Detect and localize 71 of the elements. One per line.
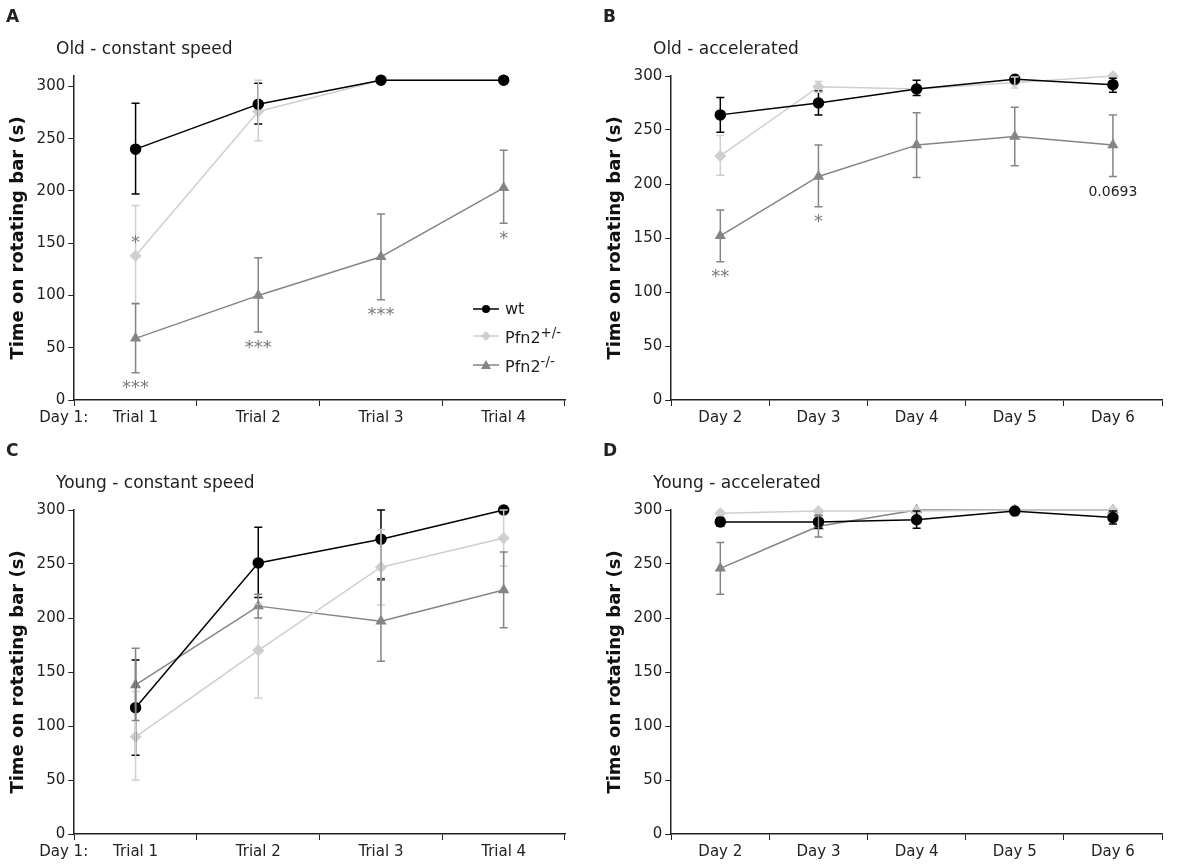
x-tick-label: Day 5 — [992, 407, 1037, 426]
y-tick-label: 150 — [36, 233, 66, 252]
x-tick-label: Trial 2 — [234, 841, 281, 860]
annotation: * — [499, 227, 509, 249]
x-tick-label: Day 5 — [992, 841, 1037, 860]
x-tick-label: Trial 2 — [234, 407, 281, 426]
chart-title: B — [603, 6, 616, 26]
y-axis-title: Time on rotating bar (s) — [6, 550, 28, 794]
x-tick-label: Trial 3 — [357, 407, 404, 426]
x-tick-label: Day 3 — [796, 841, 841, 860]
x-tick-label: Day 2 — [698, 407, 743, 426]
y-tick-label: 300 — [36, 76, 66, 95]
y-tick-label: 0 — [55, 823, 66, 842]
y-tick-label: 250 — [633, 553, 663, 572]
y-tick-label: 50 — [46, 769, 66, 788]
annotation: *** — [244, 335, 272, 357]
y-tick-label: 100 — [36, 285, 66, 304]
chart-subtitle: Young - constant speed — [56, 472, 255, 492]
y-tick-label: 150 — [36, 661, 66, 680]
legend-label: Pfn2$^{+/-}$ — [505, 324, 562, 350]
text: Day 1: — [39, 842, 89, 860]
x-tick-label: Day 2 — [698, 841, 743, 860]
x-tick-label: Trial 1 — [112, 407, 159, 426]
chart-title: D — [603, 440, 618, 460]
x-tick-label: Day 4 — [894, 407, 939, 426]
y-tick-label: 100 — [633, 281, 663, 300]
y-tick-label: 200 — [633, 173, 663, 192]
chart-title: A — [6, 6, 20, 26]
y-tick-label: 200 — [36, 180, 66, 199]
annotation: 0.0693 — [1088, 183, 1138, 200]
y-tick-label: 50 — [643, 335, 663, 354]
y-tick-label: 50 — [643, 769, 663, 788]
x-tick-label: Trial 4 — [480, 841, 527, 860]
y-tick-label: 150 — [633, 227, 663, 246]
y-tick-label: 150 — [633, 661, 663, 680]
y-tick-label: 100 — [633, 715, 663, 734]
x-tick-label: Trial 3 — [357, 841, 404, 860]
annotation: * — [813, 210, 823, 232]
chart-subtitle: Old - accelerated — [653, 38, 799, 58]
y-tick-label: 200 — [36, 607, 66, 626]
y-tick-label: 250 — [36, 553, 66, 572]
y-axis-title: Time on rotating bar (s) — [6, 116, 28, 360]
annotation: *** — [122, 376, 150, 398]
chart-title: C — [6, 440, 19, 460]
y-tick-label: 250 — [633, 119, 663, 138]
x-tick-label: Day 4 — [894, 841, 939, 860]
y-axis-title: Time on rotating bar (s) — [603, 550, 625, 794]
legend-label: wt — [505, 298, 525, 320]
y-tick-label: 0 — [55, 389, 66, 408]
chart-subtitle: Young - accelerated — [653, 472, 821, 492]
x-tick-label: Trial 4 — [480, 407, 527, 426]
y-tick-label: 250 — [36, 128, 66, 147]
y-tick-label: 300 — [633, 65, 663, 84]
y-axis-title: Time on rotating bar (s) — [603, 116, 625, 360]
y-tick-label: 300 — [633, 499, 663, 518]
x-tick-label: Day 3 — [796, 407, 841, 426]
y-tick-label: 0 — [652, 389, 663, 408]
text: Day 1: — [39, 408, 89, 426]
annotation: * — [131, 230, 141, 252]
y-tick-label: 50 — [46, 337, 66, 356]
x-tick-label: Day 6 — [1090, 841, 1135, 860]
y-tick-label: 0 — [652, 823, 663, 842]
y-tick-label: 200 — [633, 607, 663, 626]
legend-label: Pfn2$^{-/-}$ — [505, 353, 555, 379]
y-tick-label: 100 — [36, 715, 66, 734]
x-tick-label: Trial 1 — [112, 841, 159, 860]
chart-subtitle: Old - constant speed — [56, 38, 233, 58]
x-tick-label: Day 6 — [1090, 407, 1135, 426]
y-tick-label: 300 — [36, 499, 66, 518]
annotation: ** — [711, 265, 730, 287]
annotation: *** — [367, 303, 395, 325]
